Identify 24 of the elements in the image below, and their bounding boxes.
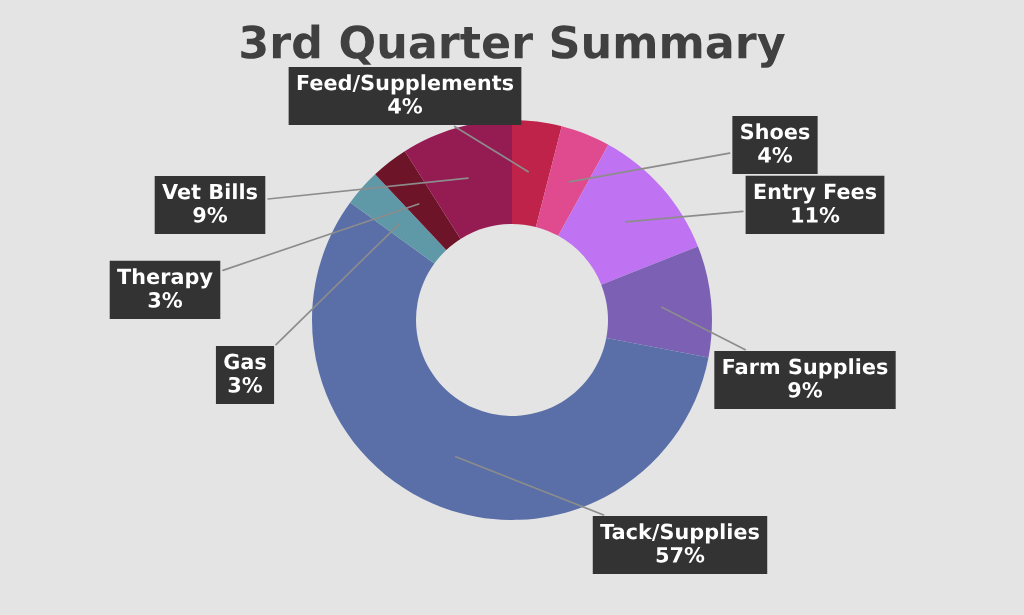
- slice-label: Therapy: [117, 268, 213, 289]
- data-label: 4%: [388, 97, 423, 114]
- donut-slice: [601, 246, 712, 358]
- data-label: 4%: [758, 146, 793, 163]
- data-label: 9%: [788, 381, 823, 398]
- data-label: 11%: [792, 206, 840, 223]
- slice-label: Shoes: [741, 123, 810, 140]
- data-label: 3%: [228, 376, 263, 393]
- donut-slice: [312, 202, 709, 520]
- donut-slice: [512, 120, 562, 228]
- donut-slice: [375, 151, 461, 251]
- slice-label: Tack/Supplies: [600, 523, 759, 544]
- slice-label: Vet Bills: [162, 183, 258, 200]
- data-label: 9%: [193, 206, 228, 223]
- donut-slice: [535, 126, 609, 236]
- donut-slice: [558, 144, 698, 285]
- chart-title: 3rd Quarter Summary: [241, 24, 785, 68]
- slice-label: Gas: [224, 353, 266, 370]
- data-label: 3%: [148, 292, 183, 308]
- donut-slice: [350, 174, 447, 264]
- data-label: 57%: [656, 546, 705, 563]
- slice-label: Entry Fees: [754, 183, 877, 204]
- slice-label: Feed/Supplements: [297, 74, 514, 95]
- slice-label: Farm Supplies: [723, 358, 888, 379]
